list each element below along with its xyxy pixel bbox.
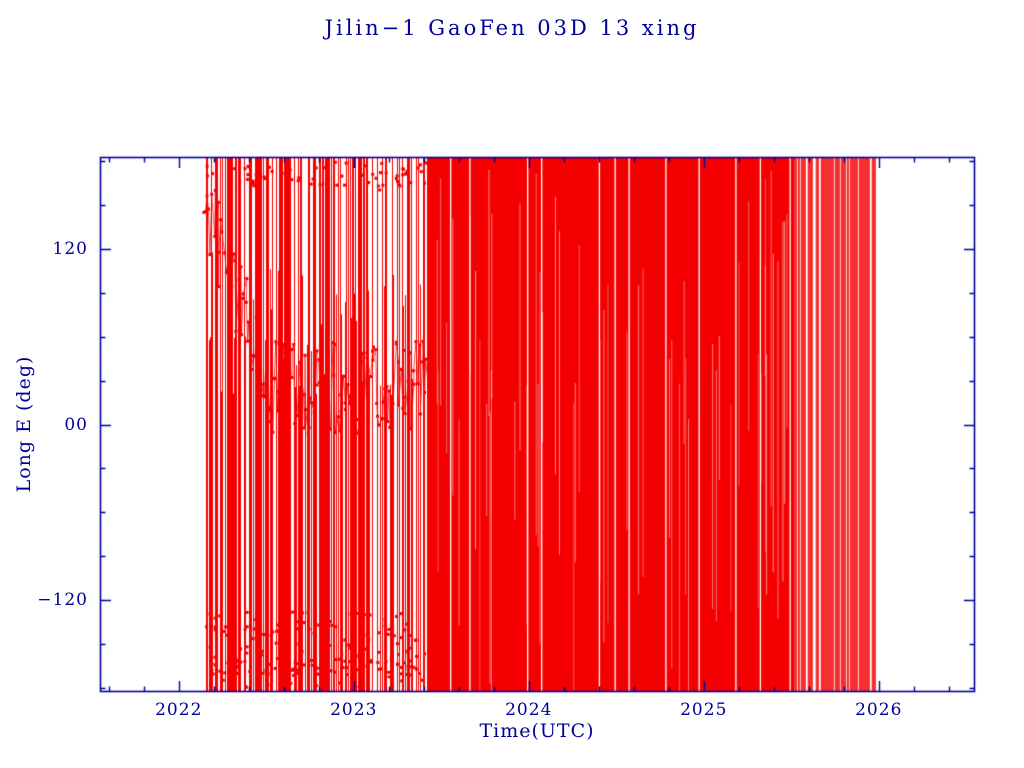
x-tick-label: 2024 [505,700,553,720]
x-tick-label: 2022 [155,700,203,720]
y-tick-label: 120 [52,239,88,260]
x-tick-label: 2023 [330,700,378,720]
x-tick-label: 2025 [680,700,728,720]
chart-title: Jilin−1 GaoFen 03D 13 xing [324,16,700,40]
y-tick-label: 00 [64,414,88,435]
x-axis-label: Time(UTC) [479,720,595,742]
x-tick-label: 2026 [855,700,903,720]
y-tick-label: −120 [37,589,88,610]
